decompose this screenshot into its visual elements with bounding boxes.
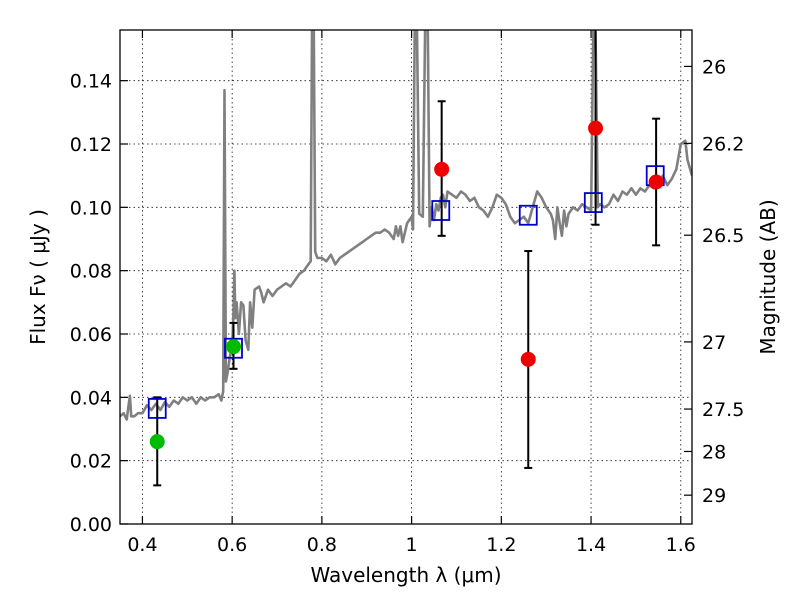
model-square (147, 398, 167, 419)
y-tick-label: 0.12 (70, 134, 112, 156)
x-tick-label: 0.8 (307, 534, 337, 556)
y-tick-label: 0.04 (70, 387, 112, 409)
spectrum-line (120, 30, 692, 421)
right-tick-label: 29 (702, 485, 726, 507)
right-tick-label: 26.5 (702, 225, 744, 247)
observed-point (648, 174, 664, 190)
spectrum-layer (120, 30, 692, 421)
model-square (224, 337, 243, 359)
plot-frame (119, 29, 693, 525)
model-points (147, 165, 665, 419)
y-axis-label: Flux Fν ( μJy ) (26, 209, 50, 345)
right-tick-label: 26 (702, 56, 726, 78)
observed-point (434, 161, 450, 177)
y-tick-label: 0.02 (70, 451, 112, 473)
x-tick-label: 1.6 (666, 534, 696, 556)
x-tick-label: 0.6 (217, 534, 247, 556)
y-tick-label: 0.08 (70, 261, 112, 283)
model-square (431, 200, 451, 221)
right-tick-label: 27 (702, 332, 726, 354)
y-tick-label: 0.14 (70, 71, 112, 93)
observed-point (520, 351, 536, 367)
observed-point (149, 434, 165, 450)
x-tick-label: 1.4 (576, 534, 606, 556)
model-square (518, 204, 538, 226)
x-tick-label: 1 (406, 534, 418, 556)
model-square (583, 192, 603, 213)
right-tick-label: 28 (702, 441, 726, 463)
right-tick-label: 27.5 (702, 399, 744, 421)
y-tick-label: 0.10 (70, 197, 112, 219)
observed-point (226, 339, 242, 355)
x-axis-label: Wavelength λ (μm) (310, 563, 501, 587)
right-tick-label: 26.2 (702, 133, 744, 155)
y-tick-label: 0.06 (70, 324, 112, 346)
ticks: 0.4 0.6 0.8 1 1.2 1.4 1.6 0.00 0.02 0.04 0.06 0.08 0… (70, 30, 744, 556)
right-axis-label: Magnitude (AB) (756, 199, 780, 354)
y-tick-label: 0.00 (70, 514, 112, 536)
x-tick-label: 1.2 (486, 534, 516, 556)
x-tick-label: 0.4 (127, 534, 157, 556)
observed-point (588, 120, 604, 136)
observed-points (149, 120, 664, 450)
